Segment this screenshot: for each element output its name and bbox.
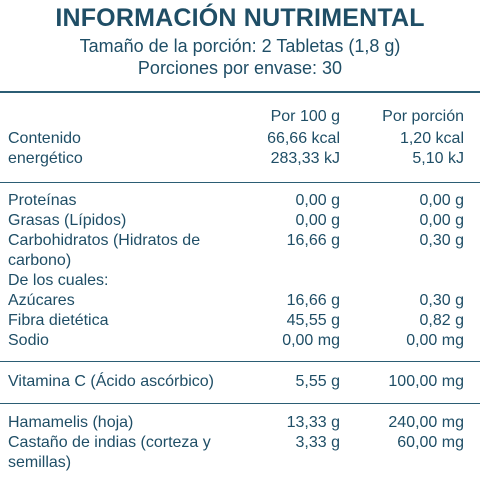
vitamin-value-serving: 100,00 mg	[388, 373, 464, 390]
extract-value-100g: 3,33 g	[295, 434, 340, 451]
header-divider	[0, 91, 480, 93]
energy-kj-serving: 5,10 kJ	[412, 150, 464, 167]
divider	[0, 182, 480, 183]
divider	[0, 361, 480, 362]
nutrient-label: Fibra dietética	[8, 312, 109, 329]
nutrient-label: Grasas (Lípidos)	[8, 212, 127, 229]
energy-kcal-serving: 1,20 kcal	[399, 130, 464, 147]
col-per-100g: Por 100 g	[270, 108, 340, 125]
vitamin-label: Vitamina C (Ácido ascórbico)	[8, 373, 215, 390]
nutrient-value-100g: 0,00 g	[295, 192, 340, 209]
nutrient-value-100g: 16,66 g	[286, 232, 340, 249]
nutrient-row-azucares: Azúcares 16,66 g 0,30 g	[0, 292, 480, 312]
col-per-serving: Por porción	[382, 108, 464, 125]
energy-label-1: Contenido	[8, 130, 81, 147]
nutrient-row-proteinas: Proteínas 0,00 g 0,00 g	[0, 192, 480, 212]
energy-kj-100g: 283,33 kJ	[270, 150, 340, 167]
nutrition-title: INFORMACIÓN NUTRIMENTAL	[55, 4, 425, 32]
nutrient-row-carbohidratos-cont: carbono)	[0, 252, 480, 272]
nutrient-value-100g: 16,66 g	[286, 292, 340, 309]
extract-label-cont: semillas)	[8, 454, 72, 471]
energy-row-kj: energético 283,33 kJ 5,10 kJ	[0, 150, 480, 170]
energy-label-2: energético	[8, 150, 83, 167]
nutrient-value-100g: 45,55 g	[286, 312, 340, 329]
nutrient-value-serving: 0,30 g	[419, 292, 464, 309]
extract-label: Hamamelis (hoja)	[8, 414, 134, 431]
extract-value-serving: 60,00 mg	[397, 434, 464, 451]
energy-row-kcal: Contenido 66,66 kcal 1,20 kcal	[0, 130, 480, 150]
serving-size: Tamaño de la porción: 2 Tabletas (1,8 g)	[79, 36, 401, 56]
extract-row-castano: Castaño de indias (corteza y 3,33 g 60,0…	[0, 434, 480, 454]
nutrient-label: Carbohidratos (Hidratos de	[8, 232, 201, 249]
nutrient-value-serving: 0,00 mg	[406, 332, 464, 349]
nutrient-row-grasas: Grasas (Lípidos) 0,00 g 0,00 g	[0, 212, 480, 232]
nutrient-row-carbohidratos: Carbohidratos (Hidratos de 16,66 g 0,30 …	[0, 232, 480, 252]
nutrient-value-serving: 0,00 g	[419, 212, 464, 229]
nutrient-value-serving: 0,30 g	[419, 232, 464, 249]
nutrient-value-100g: 0,00 mg	[282, 332, 340, 349]
nutrient-value-serving: 0,00 g	[419, 192, 464, 209]
servings-per-container: Porciones por envase: 30	[137, 58, 343, 78]
nutrient-value-serving: 0,82 g	[419, 312, 464, 329]
nutrient-row-de-los-cuales: De los cuales:	[0, 272, 480, 292]
column-headers: Por 100 g Por porción	[0, 108, 480, 128]
extract-value-serving: 240,00 mg	[388, 414, 464, 431]
nutrient-label: Proteínas	[8, 192, 77, 209]
nutrient-row-fibra: Fibra dietética 45,55 g 0,82 g	[0, 312, 480, 332]
extract-label: Castaño de indias (corteza y	[8, 434, 211, 451]
nutrient-row-sodio: Sodio 0,00 mg 0,00 mg	[0, 332, 480, 352]
energy-kcal-100g: 66,66 kcal	[267, 130, 340, 147]
vitamin-row-c: Vitamina C (Ácido ascórbico) 5,55 g 100,…	[0, 373, 480, 393]
divider	[0, 403, 480, 404]
nutrient-label-cont: carbono)	[8, 252, 72, 269]
extract-row-hamamelis: Hamamelis (hoja) 13,33 g 240,00 mg	[0, 414, 480, 434]
extract-value-100g: 13,33 g	[286, 414, 340, 431]
nutrient-label: Azúcares	[8, 292, 75, 309]
nutrient-label: De los cuales:	[8, 272, 109, 289]
nutrient-value-100g: 0,00 g	[295, 212, 340, 229]
extract-row-castano-cont: semillas)	[0, 454, 480, 474]
nutrient-label: Sodio	[8, 332, 49, 349]
vitamin-value-100g: 5,55 g	[295, 373, 340, 390]
